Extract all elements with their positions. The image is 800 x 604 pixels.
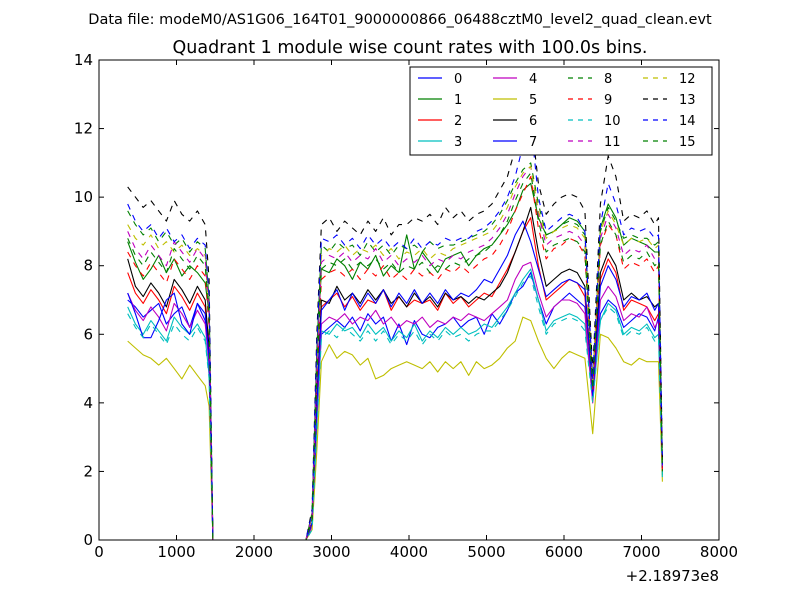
y-tick-label: 6 [83,325,93,343]
series-line-12 [127,165,663,541]
series-line-13 [127,107,663,541]
legend-label: 9 [604,93,612,108]
y-tick-label: 12 [74,120,93,138]
y-tick-label: 0 [83,531,93,549]
series-line-10 [127,275,663,541]
legend-label: 13 [679,93,696,108]
x-tick-label: 6000 [545,543,583,561]
plot-area: 0 1000 2000 3000 4000 5000 6000 7000 80000246810… [74,51,738,561]
y-tick-label: 8 [83,257,93,275]
legend-label: 4 [529,72,537,87]
y-tick-label: 10 [74,188,93,206]
legend-label: 12 [679,72,696,87]
x-tick-label: 3000 [312,543,350,561]
x-tick-label: 2000 [235,543,273,561]
legend-label: 11 [604,135,621,150]
x-tick-label: 0 [94,543,104,561]
legend-label: 0 [454,72,462,87]
legend-frame [409,66,713,156]
x-offset-label: +2.18973e8 [626,567,719,585]
chart-suptitle: Data file: modeM0/AS1G06_164T01_90000008… [88,12,712,28]
chart-title: Quadrant 1 module wise count rates with … [173,38,648,58]
x-tick-label: 5000 [467,543,505,561]
x-tick-label: 8000 [700,543,738,561]
legend-label: 15 [679,135,696,150]
legend-label: 1 [454,93,462,108]
legend-label: 7 [529,135,537,150]
legend-label: 8 [604,72,612,87]
y-tick-label: 2 [83,462,93,480]
legend-label: 14 [679,114,696,129]
series-line-15 [127,172,663,541]
legend-label: 3 [454,135,462,150]
x-tick-label: 7000 [622,543,660,561]
legend-label: 2 [454,114,462,129]
x-tick-label: 1000 [157,543,195,561]
legend-label: 6 [529,114,537,129]
legend-label: 10 [604,114,621,129]
y-tick-label: 14 [74,51,93,69]
legend-label: 5 [529,93,537,108]
y-tick-label: 4 [83,394,93,412]
x-tick-label: 4000 [390,543,428,561]
